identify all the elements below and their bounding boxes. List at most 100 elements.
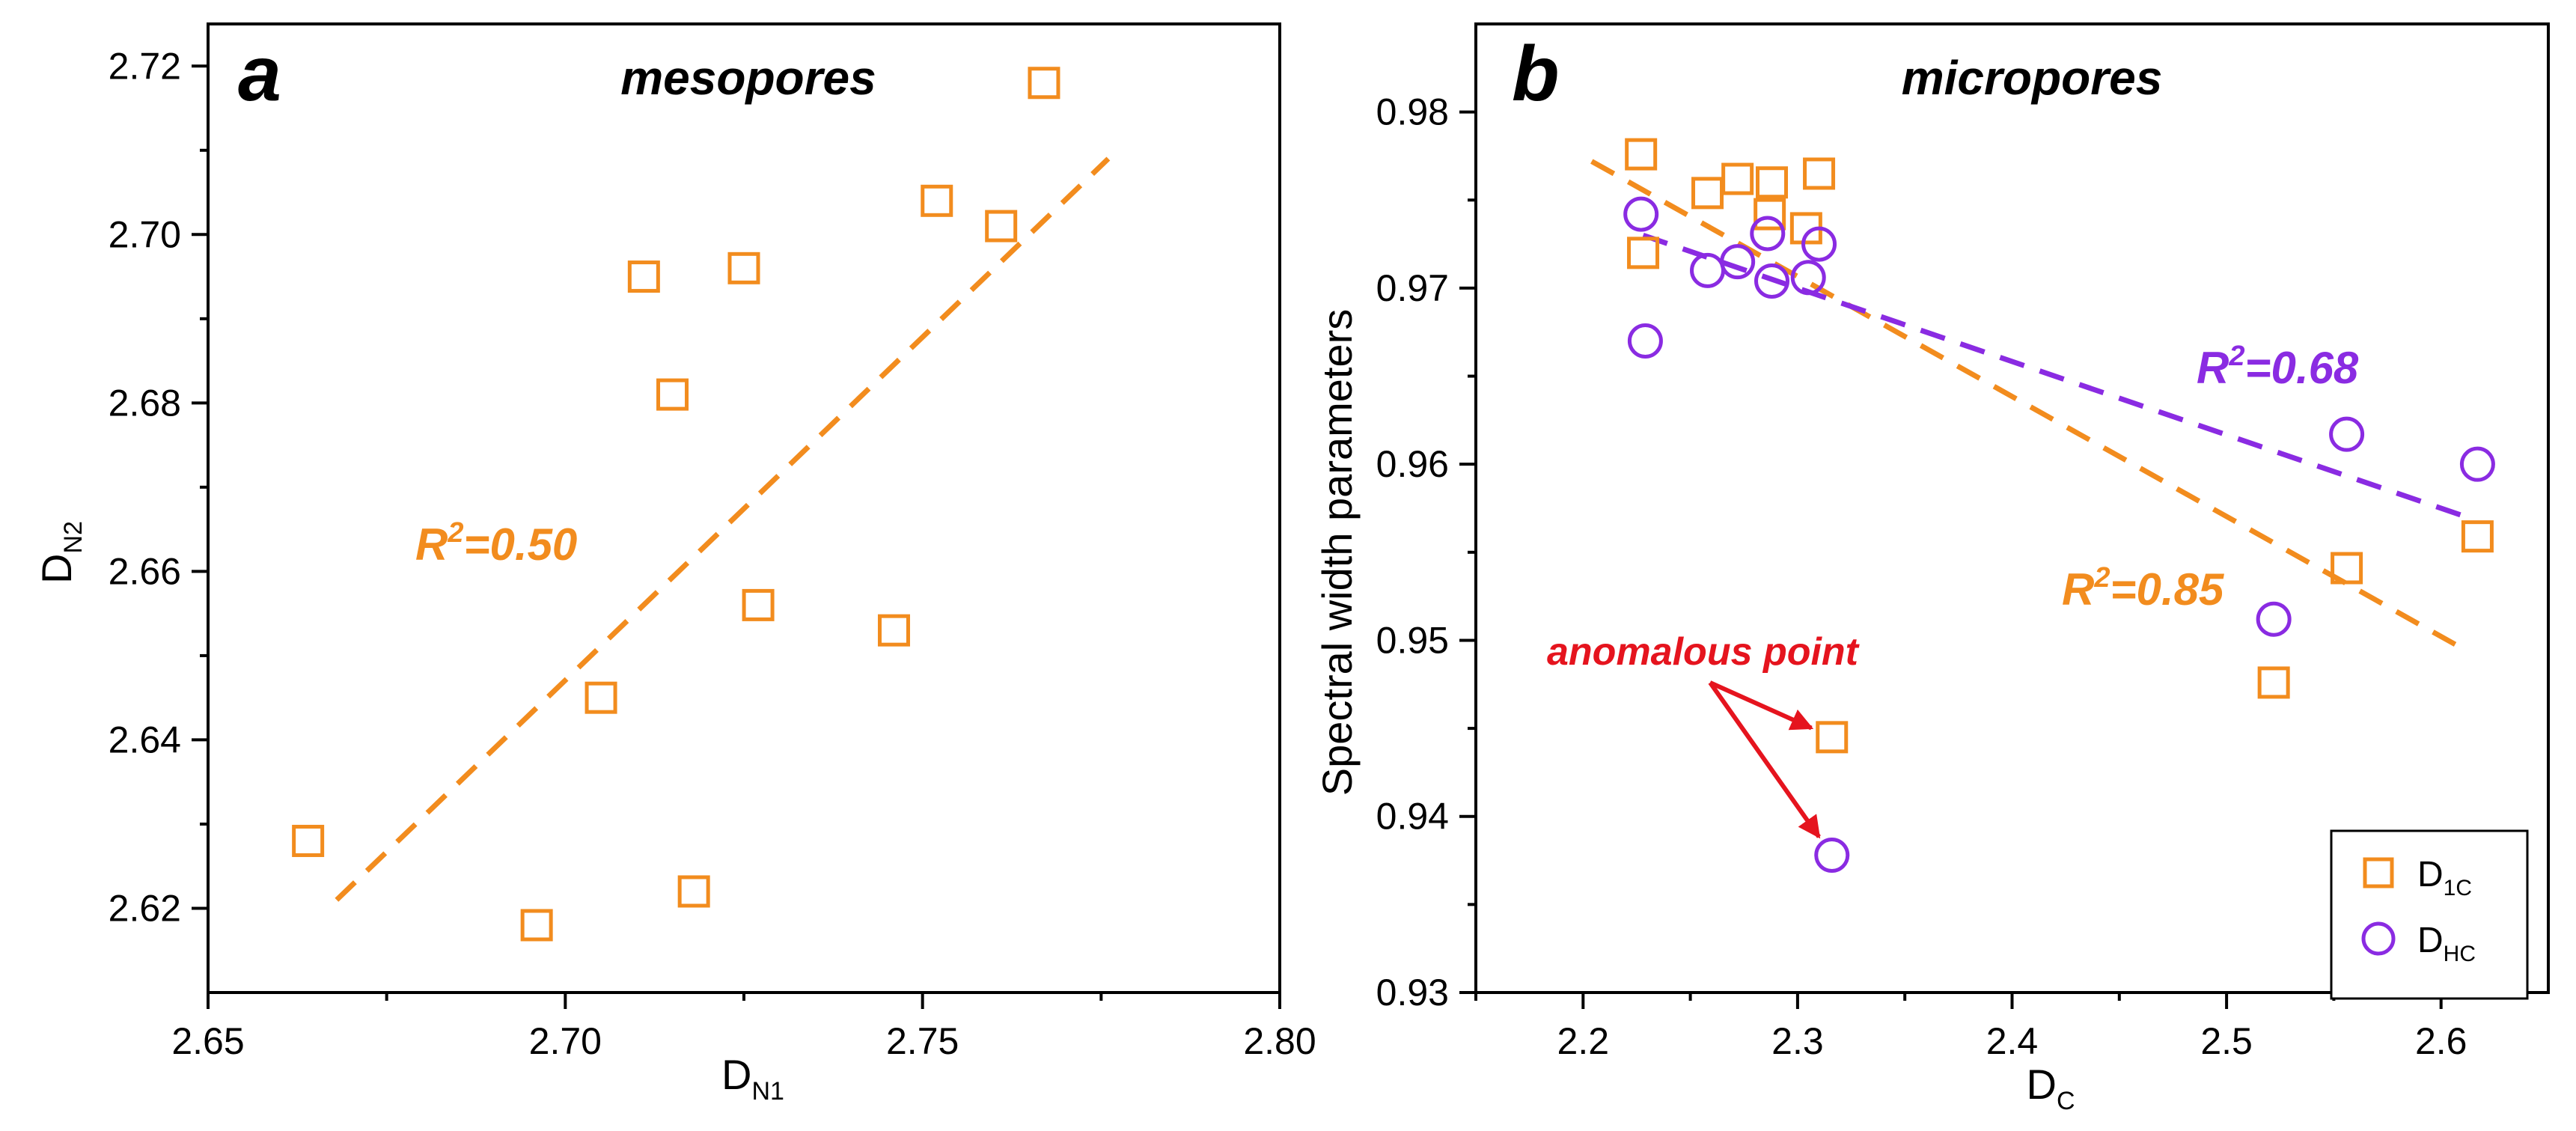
chart-b-anomalous-arrow-0 xyxy=(1709,680,1814,731)
chart-b-point-dhc xyxy=(1790,260,1826,296)
chart-b-y-tick-label: 0.93 xyxy=(1376,972,1449,1013)
chart-b-y-tick-label: 0.94 xyxy=(1376,796,1449,838)
chart-b-points xyxy=(1623,138,2495,873)
chart-a-point-points xyxy=(985,210,1018,243)
chart-a-y-tick-label: 2.72 xyxy=(109,45,181,87)
chart-b-point-dhc xyxy=(1801,226,1837,262)
chart-b-r2-purple-value: =0.68 xyxy=(2244,343,2358,393)
chart-b-legend-label-dhc-sub: HC xyxy=(2444,942,2476,966)
chart-b-point-dhc xyxy=(2256,601,2292,637)
chart-b-r2-orange-value: =0.85 xyxy=(2110,564,2224,615)
chart-b-legend-label-dhc-base: D xyxy=(2417,921,2444,960)
chart-b-anomalous-label: anomalous point xyxy=(1547,630,1861,674)
chart-b-x-tick-label: 2.4 xyxy=(1986,1020,2039,1062)
chart-b-legend-label-d1c-sub: 1C xyxy=(2444,876,2472,900)
chart-b-panel-label: b xyxy=(1512,31,1560,118)
chart-b-legend-marker-d1c xyxy=(2363,857,2394,888)
chart-a-point-points xyxy=(742,588,775,621)
chart-b-point-d1c xyxy=(2331,552,2363,585)
chart-a-point-points xyxy=(1028,67,1060,100)
chart-a: 2.65 2.70 2.75 2.80 2.62 2.64 2.66 2.68 2.70 2.72… xyxy=(33,22,1316,1106)
chart-b-y-tick-label: 0.95 xyxy=(1376,619,1449,661)
chart-b-x-axis-title: DC xyxy=(2026,1061,2075,1115)
chart-b-point-dhc xyxy=(1720,244,1756,280)
chart-b-x-tick-label: 2.6 xyxy=(2415,1020,2467,1062)
chart-b-point-d1c xyxy=(2257,666,2290,699)
chart-b-ticks: 2.2 2.3 2.4 2.5 2.6 0.93 0.94 0.95 0.96 0.97 0.98 xyxy=(1376,91,2467,1062)
chart-b-point-d1c xyxy=(1754,198,1786,231)
chart-b-r2-purple-base: R xyxy=(2197,343,2229,393)
chart-a-x-tick-label: 2.70 xyxy=(529,1020,602,1062)
chart-b-legend-label-d1c-base: D xyxy=(2417,855,2444,894)
chart-a-point-points xyxy=(627,260,660,293)
chart-a-y-tick-label: 2.70 xyxy=(109,213,181,255)
chart-b-r2-orange-sup: 2 xyxy=(2093,562,2110,594)
chart-b-point-dhc xyxy=(2459,446,2495,482)
chart-b-y-tick-label: 0.97 xyxy=(1376,267,1449,309)
chart-b-point-dhc xyxy=(1690,252,1726,288)
chart-b-point-dhc xyxy=(2329,416,2365,452)
chart-a-title: mesopores xyxy=(620,51,876,105)
chart-b-point-d1c xyxy=(1627,237,1660,269)
chart-a-x-axis-title-sub: N1 xyxy=(751,1077,784,1106)
chart-b-legend: D1C DHC xyxy=(2330,829,2529,1000)
chart-b-x-axis-title-sub: C xyxy=(2057,1087,2075,1115)
chart-b-r2-purple-annotation: R2=0.68 xyxy=(2197,341,2359,393)
chart-b-r2-purple-sup: 2 xyxy=(2228,341,2244,372)
chart-a-x-axis-title-base: D xyxy=(721,1051,751,1098)
chart-b-legend-label-d1c: D1C xyxy=(2417,855,2472,900)
chart-b-point-dhc xyxy=(1754,263,1790,299)
chart-b-point-d1c xyxy=(1625,138,1658,171)
chart-a-points xyxy=(292,67,1060,942)
chart-a-y-axis-title-sub: N2 xyxy=(59,521,88,553)
chart-b-anomalous-arrow-1 xyxy=(1708,681,1821,839)
chart-b: 2.2 2.3 2.4 2.5 2.60.930.940.950.960.970.98 … xyxy=(1313,22,2550,1115)
chart-a-y-tick-label: 2.62 xyxy=(109,887,181,929)
chart-b-r2-orange-annotation: R2=0.85 xyxy=(2062,562,2225,615)
chart-b-point-d1c xyxy=(1721,162,1754,195)
chart-a-x-tick-label: 2.65 xyxy=(171,1020,244,1062)
chart-b-point-d1c xyxy=(1803,157,1836,190)
chart-b-y-tick-label: 0.98 xyxy=(1376,91,1449,133)
chart-a-y-axis-title: DN2 xyxy=(33,521,88,584)
chart-a-panel-label: a xyxy=(238,31,281,118)
chart-b-fit-line-1 xyxy=(1642,233,2468,520)
chart-b-title: micropores xyxy=(1902,51,2163,105)
chart-a-y-tick-label: 2.64 xyxy=(109,719,181,760)
chart-a-x-axis-title: DN1 xyxy=(721,1051,784,1106)
chart-a-point-points xyxy=(292,824,325,857)
chart-b-point-dhc xyxy=(1814,837,1850,873)
chart-a-ticks: 2.65 2.70 2.75 2.80 2.62 2.64 2.66 2.68 2.70 2.72 xyxy=(109,45,1316,1062)
chart-b-point-d1c xyxy=(1691,177,1724,210)
chart-a-point-points xyxy=(520,909,553,942)
chart-a-y-axis-title-base: D xyxy=(33,554,80,584)
chart-b-point-dhc xyxy=(1627,323,1663,359)
chart-a-r2-value: =0.50 xyxy=(463,519,577,570)
chart-b-y-tick-label: 0.96 xyxy=(1376,443,1449,485)
chart-a-point-points xyxy=(921,184,953,217)
chart-a-r2-annotation: R2=0.50 xyxy=(415,517,577,570)
chart-b-point-d1c xyxy=(1816,721,1849,754)
chart-b-fit-lines xyxy=(1590,159,2468,653)
chart-b-anomalous-arrows xyxy=(1708,680,1821,839)
chart-a-r2-base: R xyxy=(415,519,448,570)
chart-b-x-tick-label: 2.2 xyxy=(1557,1020,1610,1062)
chart-a-y-tick-label: 2.66 xyxy=(109,550,181,592)
chart-b-legend-marker-dhc xyxy=(2361,921,2396,956)
chart-b-point-d1c xyxy=(2461,520,2494,553)
chart-a-point-points xyxy=(677,875,710,908)
chart-a-y-tick-label: 2.68 xyxy=(109,382,181,424)
chart-a-x-tick-label: 2.75 xyxy=(886,1020,959,1062)
chart-a-point-points xyxy=(656,378,689,411)
chart-b-x-tick-label: 2.3 xyxy=(1771,1020,1824,1062)
chart-b-point-dhc xyxy=(1750,216,1786,251)
chart-b-x-axis-title-base: D xyxy=(2026,1061,2056,1108)
chart-b-r2-orange-base: R xyxy=(2062,564,2094,615)
chart-b-fit-line-0 xyxy=(1590,159,2468,653)
chart-b-point-d1c xyxy=(1756,166,1789,199)
chart-b-point-dhc xyxy=(1623,196,1659,232)
chart-a-fit-lines xyxy=(335,156,1111,902)
chart-a-point-points xyxy=(585,681,617,714)
chart-a-x-tick-label: 2.80 xyxy=(1243,1020,1316,1062)
